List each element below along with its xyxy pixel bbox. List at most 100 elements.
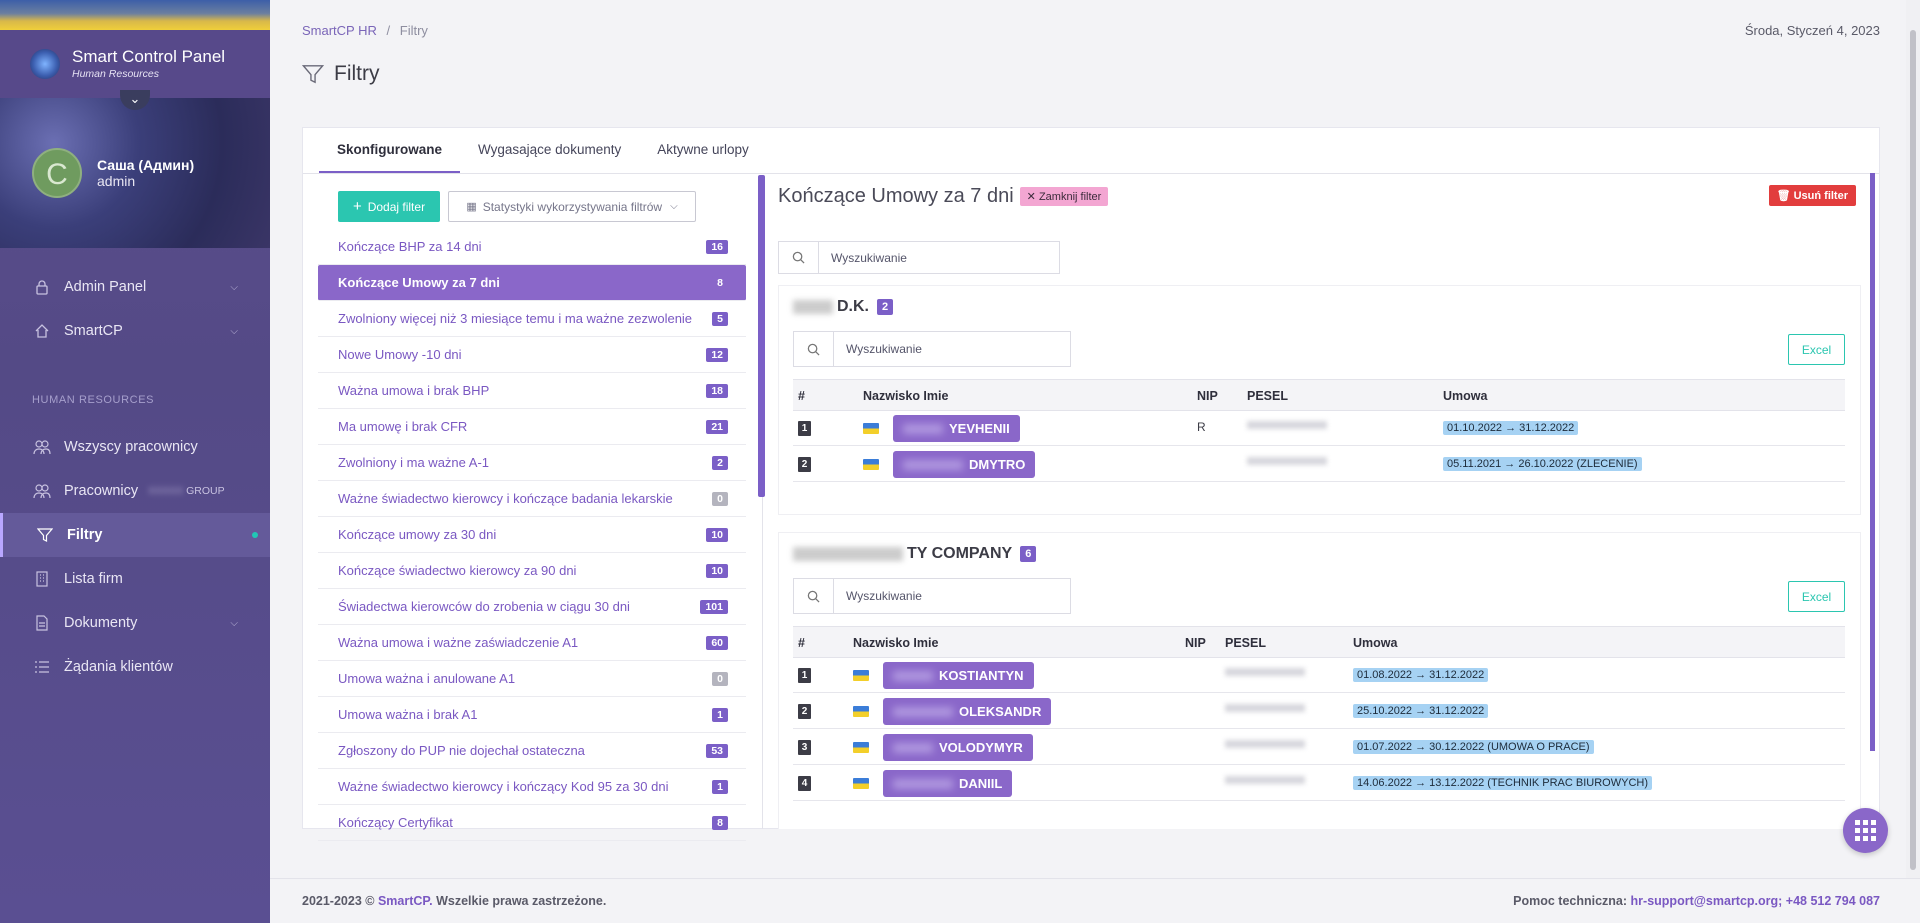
tab-active-leaves[interactable]: Aktywne urlopy (657, 142, 749, 157)
pesel-cell (1225, 704, 1305, 712)
filter-count-badge: 53 (706, 743, 728, 758)
filter-item[interactable]: Kończący Certyfikat 8 (318, 805, 746, 841)
filter-item-label: Świadectwa kierowców do zrobenia w ciągu… (338, 599, 630, 614)
employee-name-pill[interactable]: KOSTIANTYN (883, 662, 1034, 689)
chevron-down-icon[interactable]: ⌄ (120, 90, 150, 110)
filter-count-badge: 1 (712, 707, 728, 722)
delete-filter-label: Usuń filter (1793, 190, 1848, 202)
col-contract[interactable]: Umowa (1443, 389, 1488, 403)
col-name[interactable]: Nazwisko Imie (853, 636, 939, 650)
company-count-badge: 6 (1020, 546, 1037, 562)
sidebar-item-documents[interactable]: Dokumenty ⌵ (0, 601, 270, 645)
users-icon (32, 437, 52, 457)
support-contact-link[interactable]: hr-support@smartcp.org; +48 512 794 087 (1630, 894, 1880, 908)
sidebar-item-client-requests[interactable]: Żądania klientów (0, 645, 270, 689)
sidebar-item-label: Admin Panel (64, 279, 147, 295)
employee-name-pill[interactable]: OLEKSANDR (883, 698, 1052, 725)
pesel-cell (1225, 740, 1305, 748)
filter-item[interactable]: Ważne świadectwo kierowcy i kończące bad… (318, 481, 746, 517)
col-pesel[interactable]: PESEL (1225, 636, 1266, 650)
filter-item[interactable]: Umowa ważna i anulowane A1 0 (318, 661, 746, 697)
copyright-prefix: 2021-2023 © (302, 894, 375, 908)
table-row[interactable]: 2 DMYTRO 05.11.2021 → 26.10.2022 (ZLECENIE… (793, 447, 1845, 482)
filter-item[interactable]: Umowa ważna i brak A1 1 (318, 697, 746, 733)
col-contract[interactable]: Umowa (1353, 636, 1398, 650)
sidebar-item-admin-panel[interactable]: Admin Panel ⌵ (0, 265, 270, 309)
brand-subtitle: Human Resources (72, 68, 159, 80)
table-row[interactable]: 4 DANIIL 14.06.2022 → 13.12.2022 (TECHNIK … (793, 766, 1845, 801)
page-scrollbar[interactable] (1906, 0, 1920, 878)
filter-stats-button[interactable]: ▦ Statystyki wykorzystywania filtrów ⌵ (448, 191, 696, 222)
global-search-input[interactable]: Wyszukiwanie (778, 241, 1060, 274)
filter-item[interactable]: Ważna umowa i brak BHP 18 (318, 373, 746, 409)
col-pesel[interactable]: PESEL (1247, 389, 1288, 403)
filter-title-text: Kończące Umowy za 7 dni (778, 185, 1014, 207)
table-row[interactable]: 3 VOLODYMYR 01.07.2022 → 30.12.2022 (UMOWA… (793, 730, 1845, 765)
col-name[interactable]: Nazwisko Imie (863, 389, 949, 403)
contract-badge: 25.10.2022 → 31.12.2022 (1353, 704, 1489, 718)
employee-name-pill[interactable]: DANIIL (883, 770, 1013, 797)
filter-item[interactable]: Kończące Umowy za 7 dni 8 (318, 265, 746, 301)
brand[interactable]: Smart Control Panel Human Resources (0, 30, 270, 98)
filter-item[interactable]: Zgłoszony do PUP nie dojechał ostateczna… (318, 733, 746, 769)
results-scrollbar[interactable] (1870, 173, 1875, 751)
table-row[interactable]: 2 OLEKSANDR 25.10.2022 → 31.12.2022 (793, 694, 1845, 729)
filter-item[interactable]: Kończące BHP za 14 dni 16 (318, 229, 746, 265)
sidebar-item-smartcp[interactable]: SmartCP ⌵ (0, 309, 270, 353)
filter-count-badge: 8 (712, 815, 728, 830)
ukraine-flag-icon (853, 778, 869, 789)
chevron-down-icon: ⌵ (230, 325, 238, 337)
filter-item[interactable]: Ma umowę i brak CFR 21 (318, 409, 746, 445)
contract-badge: 05.11.2021 → 26.10.2022 (ZLECENIE) (1443, 457, 1642, 471)
footer-brand-link[interactable]: SmartCP. (377, 894, 433, 908)
sidebar-item-companies[interactable]: Lista firm (0, 557, 270, 601)
search-icon (794, 579, 834, 613)
filter-count-badge: 16 (706, 239, 728, 254)
tab-expiring-documents[interactable]: Wygasające dokumenty (478, 142, 622, 157)
col-nip[interactable]: NIP (1197, 389, 1218, 403)
filter-item[interactable]: Ważna umowa i ważne zaświadczenie A1 60 (318, 625, 746, 661)
filter-item[interactable]: Nowe Umowy -10 dni 12 (318, 337, 746, 373)
breadcrumb-root[interactable]: SmartCP HR (302, 23, 377, 38)
table-row[interactable]: 1 YEVHENII R 01.10.2022 → 31.12.2022 (793, 411, 1845, 446)
table-row[interactable]: 1 KOSTIANTYN 01.08.2022 → 31.12.2022 (793, 658, 1845, 693)
filter-item[interactable]: Ważne świadectwo kierowcy i kończący Kod… (318, 769, 746, 805)
filter-item-label: Kończące BHP za 14 dni (338, 239, 482, 254)
close-filter-button[interactable]: ✕ Zamknij filter (1019, 187, 1109, 206)
filter-item[interactable]: Zwolniony więcej niż 3 miesiące temu i m… (318, 301, 746, 337)
filter-item[interactable]: Zwolniony i ma ważne A-1 2 (318, 445, 746, 481)
sidebar-item-label: SmartCP (64, 323, 123, 339)
chevron-down-icon: ⌵ (230, 617, 238, 629)
employee-name-pill[interactable]: YEVHENII (893, 415, 1020, 442)
employee-name-pill[interactable]: VOLODYMYR (883, 734, 1033, 761)
tab-configured[interactable]: Skonfigurowane (319, 128, 461, 173)
apps-grid-button[interactable] (1843, 808, 1888, 853)
contract-badge: 01.10.2022 → 31.12.2022 (1443, 421, 1579, 435)
current-date: Środa, Styczeń 4, 2023 (1744, 23, 1880, 38)
filter-item[interactable]: Świadectwa kierowców do zrobenia w ciągu… (318, 589, 746, 625)
delete-filter-button[interactable]: 🗑 Usuń filter (1768, 185, 1856, 206)
employee-name-pill[interactable]: DMYTRO (893, 451, 1036, 478)
excel-export-button[interactable]: Excel (1788, 581, 1845, 612)
company-search-input[interactable]: Wyszukiwanie (793, 331, 1071, 367)
sidebar-item-filters[interactable]: Filtry (0, 513, 270, 557)
add-filter-button[interactable]: + Dodaj filter (338, 191, 440, 222)
sidebar-item-employees-group[interactable]: Pracownicy XXXXX GROUP (0, 469, 270, 513)
row-index: 1 (798, 668, 811, 683)
filter-count-badge: 10 (706, 527, 728, 542)
trash-icon: 🗑 (1776, 190, 1791, 202)
company-search-input[interactable]: Wyszukiwanie (793, 578, 1071, 614)
sidebar-item-all-employees[interactable]: Wszyscy pracownicy (0, 425, 270, 469)
filters-card: Skonfigurowane Wygasające dokumenty Akty… (302, 127, 1880, 841)
sidebar: Smart Control Panel Human Resources ⌄ С … (0, 0, 270, 923)
filter-list-scrollbar[interactable] (758, 175, 765, 497)
filter-count-badge: 60 (706, 635, 728, 650)
chevron-down-icon: ⌵ (230, 281, 238, 293)
filter-item[interactable]: Kończące umowy za 30 dni 10 (318, 517, 746, 553)
document-icon (32, 613, 52, 633)
excel-export-button[interactable]: Excel (1788, 334, 1845, 365)
lock-icon (32, 277, 52, 297)
col-nip[interactable]: NIP (1185, 636, 1206, 650)
filter-item[interactable]: Kończące świadectwo kierowcy za 90 dni 10 (318, 553, 746, 589)
avatar[interactable]: С (32, 148, 82, 198)
